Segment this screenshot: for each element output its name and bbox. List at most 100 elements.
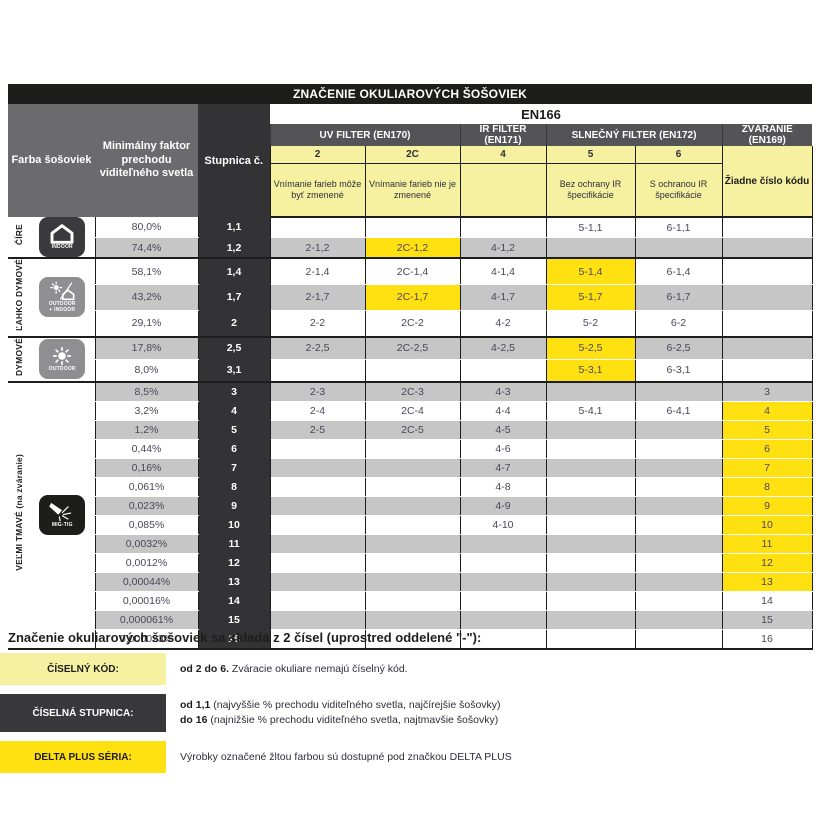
code-cell: 6-3,1 [634,359,722,383]
legend-row-ciselny-kod: ČÍSELNÝ KÓD: od 2 do 6. Zváracie okuliar… [0,653,820,685]
table-row: 0,000061% 15 15 [8,610,813,630]
code-cell: 6-1,4 [634,257,722,285]
table-row: 0,023% 9 4-9 9 [8,496,813,516]
header-code-2c: 2C [364,146,460,164]
code-cell [545,458,635,478]
table-row: ĽAHKO DYMOVÉ OUTDOOR + INDOOR 58,1% 1,4 2-1,… [8,257,813,337]
code-cell [634,534,722,554]
lens-marking-table: Farba šošoviek Minimálny faktor prechodu… [8,104,813,650]
header-en166: EN166 [270,104,812,124]
header-farba-sosoviek: Farba šošoviek [8,104,95,217]
code-cell: 4-1,2 [459,237,546,259]
lens-icon-cell: OUTDOOR + INDOOR [30,257,95,337]
pct-cell: 29,1% [94,310,198,338]
lens-group-label-cell: ĽAHKO DYMOVÉ [8,257,30,337]
zvaranie-cell: 3 [721,380,813,402]
lens-group-label-cell: VEĽMI TMAVÉ (na zváranie) [8,380,30,649]
code-cell [545,380,635,402]
lens-group-label-cell: ČÍRE [8,217,30,258]
code-cell [364,534,460,554]
code-cell: 2C-1,7 [364,284,460,311]
header-code-6: 6 [634,146,723,164]
scale-cell: 3 [197,380,270,402]
code-cell: 6-4,1 [634,401,722,421]
code-cell [634,439,722,459]
pct-cell: 0,000061% [94,610,198,630]
code-cell [364,572,460,592]
table-row: 0,44% 6 4-6 6 [8,439,813,459]
icon-label: MIG-TIG [51,522,73,528]
legend-rest: Výrobky označené žltou farbou sú dostupn… [180,750,512,763]
code-cell [269,553,365,573]
code-cell [634,591,722,611]
table-row: 43,2% 1,7 2-1,7 2C-1,7 4-1,7 5-1,7 6-1,7 [8,284,813,311]
code-cell [364,458,460,478]
code-cell [459,217,546,238]
zvaranie-cell [721,284,813,311]
code-cell: 6-2,5 [634,335,722,360]
scale-cell: 1,4 [197,257,270,285]
code-cell: 2-1,2 [269,237,365,259]
zvaranie-cell: 5 [721,420,813,440]
code-cell: 5-1,1 [545,217,635,238]
scale-cell: 2 [197,310,270,338]
code-cell: 4-4 [459,401,546,421]
pct-cell: 0,00044% [94,572,198,592]
code-cell [545,572,635,592]
scale-cell: 5 [197,420,270,440]
lens-icon-cell: INDOOR [30,217,95,258]
code-cell [545,534,635,554]
legend-rest: (najnižšie % prechodu viditeľného svetla… [207,714,499,726]
code-cell [459,359,546,383]
legend-text-delta-plus: Výrobky označené žltou farbou sú dostupn… [180,750,512,765]
zvaranie-cell: 13 [721,572,813,592]
code-cell [634,610,722,630]
code-cell [634,515,722,535]
pct-cell: 80,0% [94,217,198,238]
code-cell [364,610,460,630]
scale-cell: 15 [197,610,270,630]
zvaranie-cell: 11 [721,534,813,554]
code-cell [269,359,365,383]
code-cell [545,610,635,630]
scale-cell: 1,7 [197,284,270,311]
pct-cell: 17,8% [94,335,198,360]
pct-cell: 0,0012% [94,553,198,573]
code-cell [545,629,635,650]
code-cell [459,553,546,573]
code-cell [634,553,722,573]
code-cell [545,591,635,611]
code-cell: 4-8 [459,477,546,497]
code-cell: 2C-1,4 [364,257,460,285]
scale-cell: 2,5 [197,335,270,360]
zvaranie-cell [721,310,813,338]
code-cell: 4-3 [459,380,546,402]
code-cell: 6-1,7 [634,284,722,311]
scale-cell: 3,1 [197,359,270,383]
scale-cell: 7 [197,458,270,478]
code-cell [634,420,722,440]
code-cell: 6-1,1 [634,217,722,238]
scale-cell: 11 [197,534,270,554]
code-cell: 2C-2 [364,310,460,338]
code-cell [269,534,365,554]
pct-cell: 74,4% [94,237,198,259]
scale-cell: 8 [197,477,270,497]
code-cell: 4-10 [459,515,546,535]
code-cell [364,217,460,238]
legend-label-ciselny-kod: ČÍSELNÝ KÓD: [0,653,166,685]
code-cell: 2C-2,5 [364,335,460,360]
icon-label: OUTDOOR + INDOOR [48,301,76,313]
pct-cell: 8,0% [94,359,198,383]
pct-cell: 1,2% [94,420,198,440]
legend-rest: Zváracie okuliare nemajú číselný kód. [229,662,408,675]
zvaranie-cell: 12 [721,553,813,573]
code-cell [545,496,635,516]
header-welding-note: Žiadne číslo kódu [721,146,813,218]
header-row-codes: 2 2C 4 5 6 Žiadne číslo kódu [8,146,813,218]
code-cell [364,591,460,611]
code-cell [269,477,365,497]
header-desc-4 [459,163,546,218]
scale-cell: 10 [197,515,270,535]
code-cell: 2C-4 [364,401,460,421]
